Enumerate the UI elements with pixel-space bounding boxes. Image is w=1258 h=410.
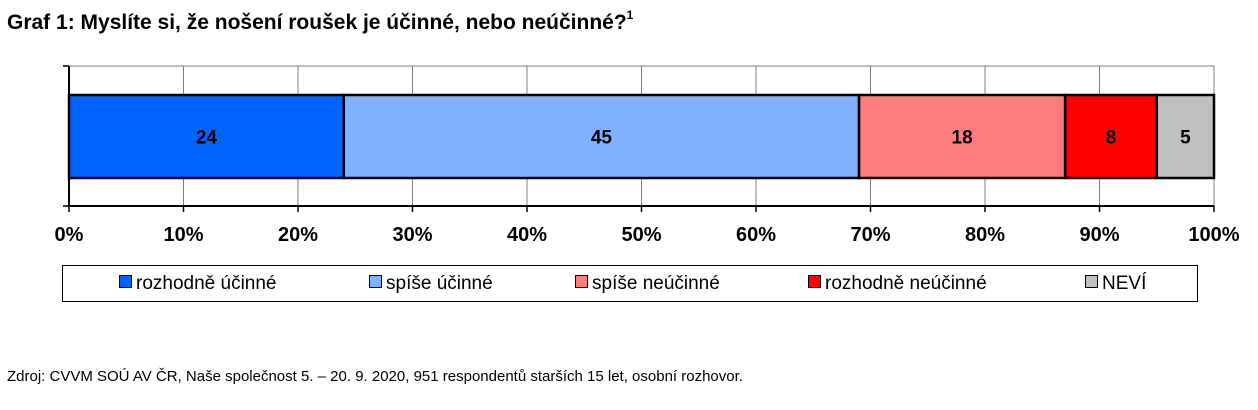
legend-label: NEVÍ	[1102, 273, 1147, 294]
legend-item-rozhodne-neucinne: rozhodně neúčinné	[808, 273, 987, 295]
legend-swatch	[575, 275, 588, 288]
x-tick-label: 70%	[850, 224, 890, 246]
chart-legend: rozhodně účinné spíše účinné spíše neúči…	[62, 265, 1198, 302]
x-tick-label: 90%	[1079, 224, 1119, 246]
legend-item-rozhodne-ucinne: rozhodně účinné	[119, 273, 277, 295]
legend-label: rozhodně účinné	[136, 273, 277, 294]
legend-item-nevi: NEVÍ	[1085, 273, 1146, 295]
x-tick-label: 50%	[621, 224, 661, 246]
x-tick-label: 40%	[507, 224, 547, 246]
chart-plot: 24 45 18 8 50% 10% 20% 30% 40% 50% 60% 70% 80% 90% 100…	[55, 65, 1240, 246]
legend-swatch	[119, 275, 132, 288]
x-tick-label: 10%	[163, 224, 203, 246]
legend-swatch	[1085, 275, 1098, 288]
bar-segment-5	[1155, 93, 1216, 180]
x-tick-label: 0%	[55, 224, 84, 246]
data-label: 24	[196, 128, 218, 149]
data-label: 8	[1106, 128, 1117, 149]
x-tick-label: 60%	[736, 224, 776, 246]
data-label: 45	[591, 128, 613, 149]
title-footnote-mark: 1	[626, 8, 634, 22]
legend-item-spise-ucinne: spíše účinné	[369, 273, 493, 295]
x-tick-label: 100%	[1188, 224, 1239, 246]
legend-label: spíše účinné	[386, 273, 493, 294]
data-label: 5	[1180, 128, 1191, 149]
legend-swatch	[369, 275, 382, 288]
x-tick-label: 20%	[278, 224, 318, 246]
source-note: Zdroj: CVVM SOÚ AV ČR, Naše společnost 5…	[7, 368, 743, 385]
data-label: 18	[952, 128, 973, 149]
bar-segment-1	[67, 93, 346, 180]
legend-label: spíše neúčinné	[592, 273, 720, 294]
chart-title: Graf 1: Myslíte si, že nošení roušek je …	[7, 8, 634, 34]
legend-item-spise-neucinne: spíše neúčinné	[575, 273, 720, 295]
legend-label: rozhodně neúčinné	[825, 273, 987, 294]
x-tick-label: 30%	[392, 224, 432, 246]
x-tick-label: 80%	[965, 224, 1005, 246]
legend-swatch	[808, 275, 821, 288]
